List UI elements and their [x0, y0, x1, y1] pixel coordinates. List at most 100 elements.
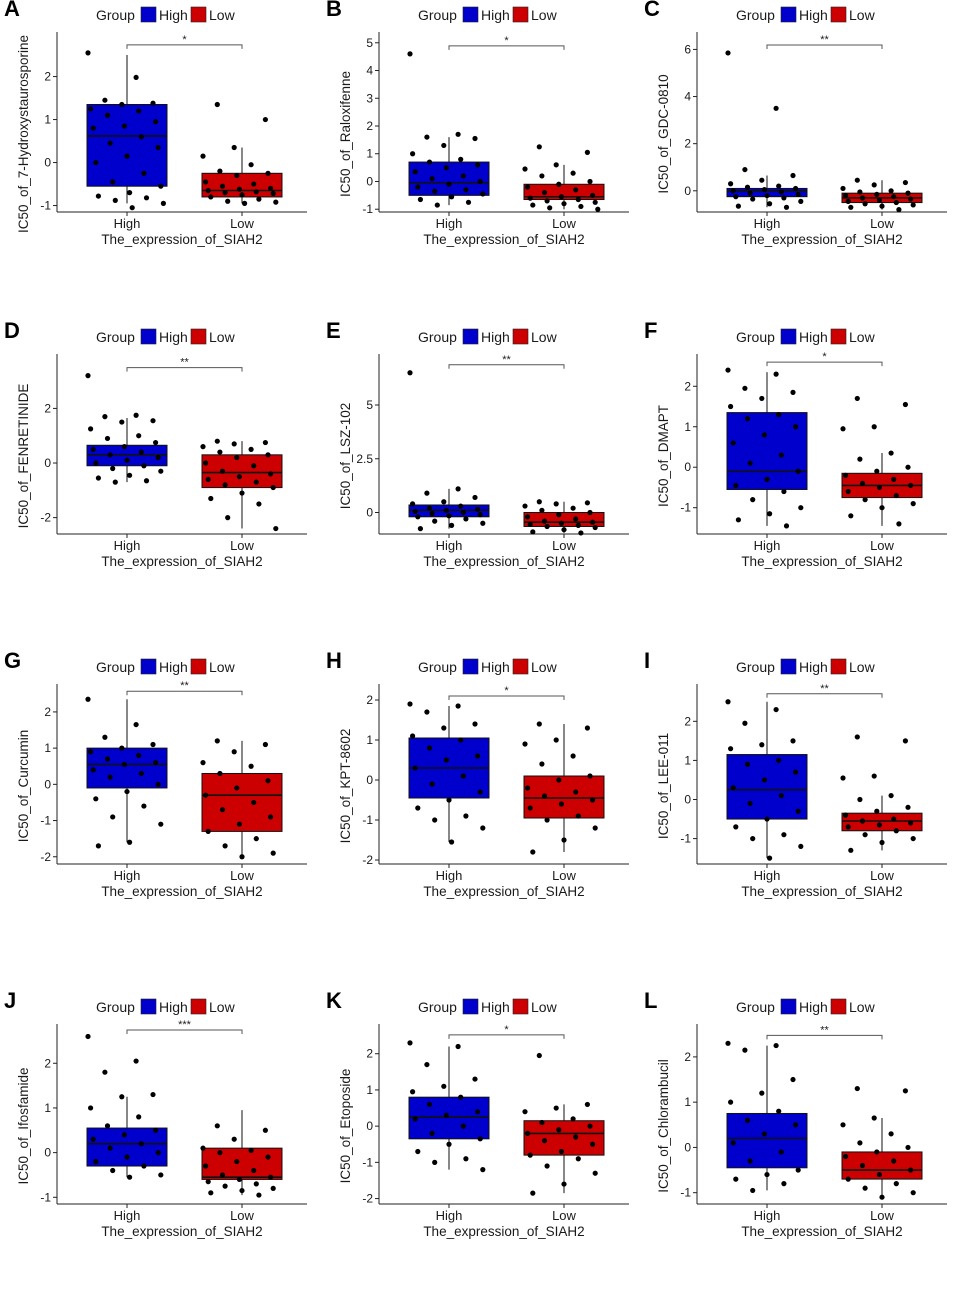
data-point — [728, 1099, 734, 1105]
data-point — [541, 189, 548, 196]
significance-bracket: ** — [766, 683, 883, 698]
data-point — [776, 412, 782, 418]
data-point — [121, 444, 127, 450]
data-point — [759, 742, 765, 748]
legend-title: Group — [736, 999, 775, 1015]
data-point — [475, 506, 481, 512]
data-point — [871, 424, 877, 430]
data-point — [590, 519, 596, 525]
data-point — [480, 520, 486, 526]
legend-label-low: Low — [849, 999, 876, 1015]
legend: Group High Low — [418, 658, 558, 675]
data-point — [781, 1181, 787, 1187]
legend-label-low: Low — [531, 659, 558, 675]
data-point — [441, 1083, 447, 1089]
data-point — [793, 185, 799, 192]
data-point — [908, 820, 914, 826]
data-point — [410, 151, 416, 157]
y-tick-label: -2 — [362, 853, 373, 867]
data-point — [432, 1159, 438, 1165]
x-tick-label-low: Low — [870, 538, 894, 553]
x-tick-label-low: Low — [230, 538, 254, 553]
data-point — [150, 741, 156, 748]
legend-label-low: Low — [849, 329, 876, 345]
data-point — [776, 1108, 782, 1114]
x-tick-label-high: High — [114, 868, 141, 883]
data-point — [217, 449, 223, 455]
data-point — [747, 460, 753, 466]
data-point — [136, 752, 142, 758]
data-point — [251, 181, 257, 187]
data-point — [426, 505, 433, 511]
data-point — [141, 463, 147, 469]
data-point — [155, 144, 161, 151]
data-point — [231, 144, 237, 151]
data-point — [525, 785, 531, 791]
legend-label-low: Low — [209, 999, 236, 1015]
data-point — [541, 793, 548, 799]
data-point — [415, 514, 421, 520]
panel-j: J Group High Low -1 0 1 2 High Low The_expression_… — [0, 988, 320, 1292]
y-tick-label: 4 — [366, 64, 373, 78]
significance-stars: ** — [180, 357, 189, 369]
data-point — [85, 696, 91, 702]
data-point — [561, 1181, 567, 1187]
data-point — [790, 738, 796, 744]
data-point — [575, 522, 581, 528]
data-point — [214, 1123, 220, 1129]
data-point — [525, 1130, 531, 1136]
data-point — [248, 446, 254, 452]
data-point — [417, 526, 423, 532]
data-point — [570, 170, 576, 176]
data-point — [547, 205, 553, 211]
data-point — [876, 484, 882, 491]
data-point — [587, 509, 593, 516]
legend-title: Group — [736, 659, 775, 675]
legend-title: Group — [96, 329, 135, 345]
legend-label-high: High — [481, 659, 510, 675]
data-point — [910, 202, 916, 208]
data-point — [575, 1156, 581, 1162]
legend-swatch-high — [462, 328, 479, 345]
y-tick-label: 2 — [44, 705, 51, 719]
data-point — [138, 1141, 144, 1147]
series-low — [522, 144, 605, 212]
legend: Group High Low — [736, 998, 876, 1015]
legend: Group High Low — [96, 998, 236, 1015]
data-point — [90, 125, 96, 131]
legend-label-high: High — [481, 329, 510, 345]
x-tick-label-low: Low — [552, 868, 576, 883]
y-axis-title: IC50_of_GDC-0810 — [656, 74, 671, 193]
data-point — [539, 1119, 545, 1126]
data-point — [270, 190, 276, 197]
data-point — [902, 738, 908, 744]
data-point — [253, 189, 259, 195]
y-tick-label: 0 — [44, 456, 51, 470]
data-point — [231, 749, 237, 755]
significance-bracket: *** — [126, 1019, 243, 1034]
data-point — [790, 1076, 796, 1083]
data-point — [460, 773, 466, 779]
data-point — [432, 188, 438, 194]
data-point — [253, 479, 259, 485]
data-point — [455, 703, 461, 709]
data-point — [119, 101, 125, 108]
data-point — [795, 468, 801, 474]
data-point — [859, 1162, 866, 1169]
data-point — [153, 119, 159, 125]
data-point — [472, 1076, 478, 1082]
data-point — [840, 775, 846, 781]
data-point — [558, 1148, 564, 1155]
data-point — [463, 1156, 469, 1162]
data-point — [725, 1040, 731, 1046]
data-point — [584, 1101, 590, 1108]
data-point — [455, 486, 461, 492]
data-point — [795, 191, 801, 197]
legend-swatch-high — [462, 658, 479, 675]
data-point — [472, 135, 478, 142]
series-high — [85, 1033, 168, 1180]
data-point — [256, 501, 262, 507]
legend-swatch-low — [190, 6, 207, 23]
